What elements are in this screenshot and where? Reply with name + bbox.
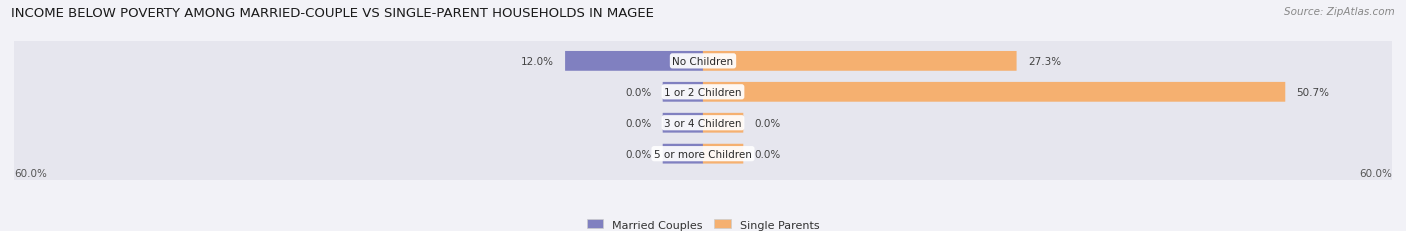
Text: Source: ZipAtlas.com: Source: ZipAtlas.com [1284,7,1395,17]
Text: INCOME BELOW POVERTY AMONG MARRIED-COUPLE VS SINGLE-PARENT HOUSEHOLDS IN MAGEE: INCOME BELOW POVERTY AMONG MARRIED-COUPL… [11,7,654,20]
FancyBboxPatch shape [662,82,703,102]
FancyBboxPatch shape [11,34,1395,90]
Text: 12.0%: 12.0% [520,57,554,67]
Text: 50.7%: 50.7% [1296,87,1330,97]
Legend: Married Couples, Single Parents: Married Couples, Single Parents [583,216,823,231]
Text: 0.0%: 0.0% [626,118,651,128]
Text: 5 or more Children: 5 or more Children [654,149,752,159]
FancyBboxPatch shape [703,144,744,164]
Text: 0.0%: 0.0% [626,149,651,159]
Text: 60.0%: 60.0% [14,168,46,178]
Text: 0.0%: 0.0% [755,118,780,128]
FancyBboxPatch shape [662,113,703,133]
FancyBboxPatch shape [11,126,1395,182]
Text: 3 or 4 Children: 3 or 4 Children [664,118,742,128]
FancyBboxPatch shape [565,52,703,71]
Text: No Children: No Children [672,57,734,67]
FancyBboxPatch shape [703,82,1285,102]
FancyBboxPatch shape [703,52,1017,71]
Text: 27.3%: 27.3% [1028,57,1062,67]
FancyBboxPatch shape [703,113,744,133]
Text: 0.0%: 0.0% [755,149,780,159]
FancyBboxPatch shape [11,64,1395,120]
Text: 60.0%: 60.0% [1360,168,1392,178]
FancyBboxPatch shape [11,95,1395,151]
Text: 0.0%: 0.0% [626,87,651,97]
Text: 1 or 2 Children: 1 or 2 Children [664,87,742,97]
FancyBboxPatch shape [662,144,703,164]
